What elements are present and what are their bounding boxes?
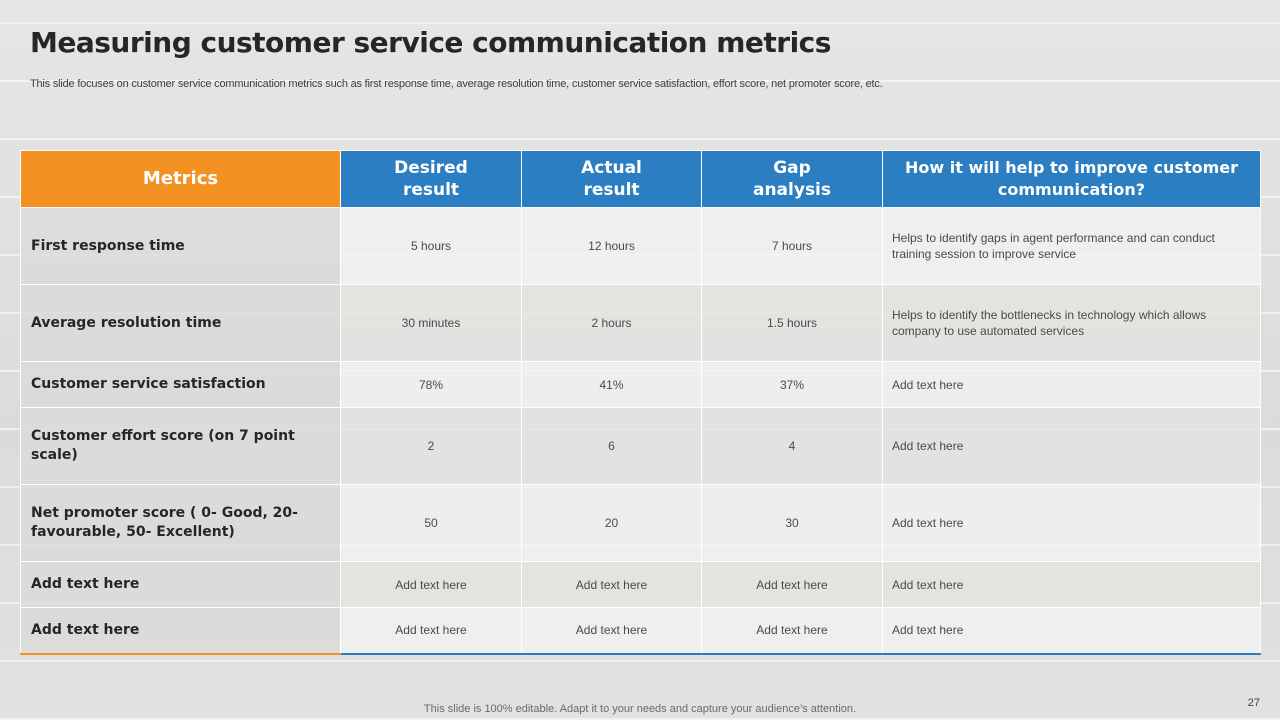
header-desired-line2: result (402, 180, 460, 200)
desired-result-cell: 30 minutes (340, 284, 522, 362)
actual-result-cell: 6 (521, 407, 702, 485)
table-row: Customer service satisfaction 78% 41% 37… (20, 361, 1261, 408)
metric-name: Average resolution time (20, 284, 341, 362)
actual-result-cell: 41% (521, 361, 702, 408)
header-gap-analysis: Gap analysis (701, 150, 883, 208)
table-row: First response time 5 hours 12 hours 7 h… (20, 207, 1261, 285)
metric-name: Add text here (20, 561, 341, 608)
desired-result-cell: 78% (340, 361, 522, 408)
gap-analysis-cell: 4 (701, 407, 883, 485)
footer-note: This slide is 100% editable. Adapt it to… (423, 703, 857, 715)
help-cell: Helps to identify gaps in agent performa… (882, 207, 1261, 285)
desired-result-cell: Add text here (340, 607, 522, 655)
page-subtitle: This slide focuses on customer service c… (30, 78, 883, 90)
help-cell: Add text here (882, 607, 1261, 655)
header-help-line2: communication? (997, 180, 1146, 199)
metric-name: Add text here (20, 607, 341, 655)
header-desired-line1: Desired (394, 158, 468, 178)
metrics-table: Metrics Desired result Actual result Gap an… (20, 150, 1261, 655)
table-row: Add text here Add text here Add text her… (20, 607, 1261, 655)
table-row: Customer effort score (on 7 point scale)… (20, 407, 1261, 485)
header-desired-result: Desired result (340, 150, 522, 208)
actual-result-cell: Add text here (521, 607, 702, 655)
help-cell: Add text here (882, 561, 1261, 608)
help-cell: Add text here (882, 361, 1261, 408)
actual-result-cell: 12 hours (521, 207, 702, 285)
help-cell: Helps to identify the bottlenecks in tec… (882, 284, 1261, 362)
table-header-row: Metrics Desired result Actual result Gap an… (20, 150, 1261, 208)
actual-result-cell: 2 hours (521, 284, 702, 362)
table-row: Add text here Add text here Add text her… (20, 561, 1261, 608)
gap-analysis-cell: 37% (701, 361, 883, 408)
help-cell: Add text here (882, 407, 1261, 485)
gap-analysis-cell: 1.5 hours (701, 284, 883, 362)
page-number: 27 (1247, 697, 1260, 709)
metric-name: Customer service satisfaction (20, 361, 341, 408)
help-cell: Add text here (882, 484, 1261, 562)
header-actual-line1: Actual (581, 158, 642, 178)
header-help-line1: How it will help to improve customer (905, 158, 1238, 177)
gap-analysis-cell: 30 (701, 484, 883, 562)
table-row: Net promoter score ( 0- Good, 20- favour… (20, 484, 1261, 562)
table-row: Average resolution time 30 minutes 2 hou… (20, 284, 1261, 362)
actual-result-cell: 20 (521, 484, 702, 562)
actual-result-cell: Add text here (521, 561, 702, 608)
gap-analysis-cell: 7 hours (701, 207, 883, 285)
metric-name: Net promoter score ( 0- Good, 20- favour… (20, 484, 341, 562)
desired-result-cell: 2 (340, 407, 522, 485)
header-metrics: Metrics (20, 150, 341, 208)
header-actual-result: Actual result (521, 150, 702, 208)
metric-name: First response time (20, 207, 341, 285)
desired-result-cell: 50 (340, 484, 522, 562)
gap-analysis-cell: Add text here (701, 561, 883, 608)
page-title: Measuring customer service communication… (30, 26, 831, 59)
header-actual-line2: result (583, 180, 640, 200)
metric-name: Customer effort score (on 7 point scale) (20, 407, 341, 485)
header-metrics-label: Metrics (142, 168, 219, 189)
header-gap-line2: analysis (752, 180, 832, 200)
gap-analysis-cell: Add text here (701, 607, 883, 655)
desired-result-cell: Add text here (340, 561, 522, 608)
header-gap-line1: Gap (773, 158, 811, 178)
desired-result-cell: 5 hours (340, 207, 522, 285)
header-how-it-helps: How it will help to improve customer comm… (882, 150, 1261, 208)
